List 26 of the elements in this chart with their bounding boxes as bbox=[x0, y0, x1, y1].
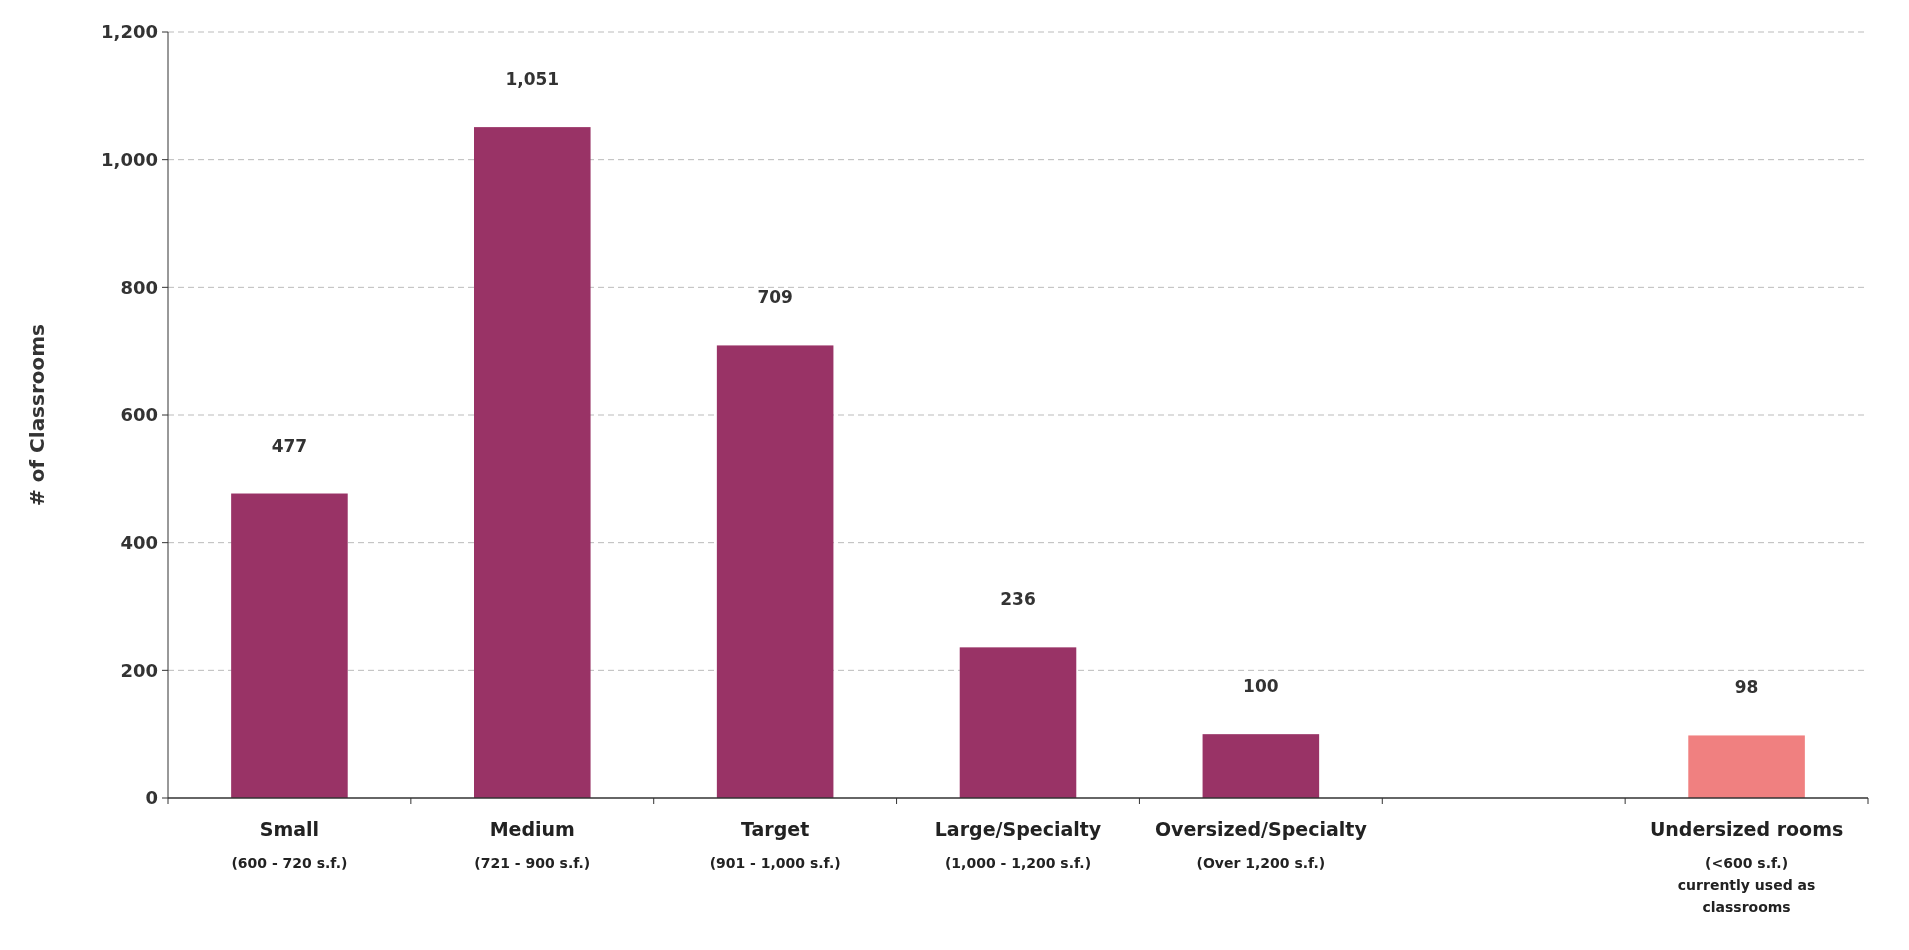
x-tick-label: Undersized rooms (<600 s.f.) currently used as classrooms bbox=[1649, 818, 1844, 915]
bar bbox=[716, 345, 834, 798]
data-label: 709 bbox=[757, 287, 793, 308]
x-tick-label: Medium (721 - 900 s.f.) bbox=[474, 818, 591, 871]
y-tick-label: 0 bbox=[145, 787, 158, 809]
x-tick-label: Oversized/Specialty (Over 1,200 s.f.) bbox=[1154, 818, 1368, 871]
bar bbox=[474, 127, 591, 798]
y-tick-label: 200 bbox=[120, 659, 158, 681]
data-label: 98 bbox=[1734, 677, 1759, 698]
bar bbox=[231, 493, 348, 798]
x-tick-label: Small (600 - 720 s.f.) bbox=[231, 818, 348, 871]
bar bbox=[959, 647, 1077, 798]
data-label: 477 bbox=[271, 435, 308, 456]
data-label: 1,051 bbox=[505, 69, 560, 90]
data-label: 100 bbox=[1243, 676, 1279, 697]
y-axis-title: # of Classrooms bbox=[25, 323, 49, 507]
x-tick-label: Target (901 - 1,000 s.f.) bbox=[709, 818, 841, 871]
y-tick-label: 1,200 bbox=[101, 21, 158, 43]
bar bbox=[1202, 734, 1320, 798]
data-label: 236 bbox=[1000, 589, 1036, 610]
x-tick-label: Large/Specialty (1,000 - 1,200 s.f.) bbox=[934, 818, 1102, 871]
y-tick-label: 800 bbox=[120, 276, 158, 298]
bar bbox=[1688, 735, 1805, 798]
y-tick-label: 1,000 bbox=[101, 148, 158, 170]
y-tick-label: 600 bbox=[120, 404, 158, 426]
y-tick-label: 400 bbox=[120, 531, 158, 553]
